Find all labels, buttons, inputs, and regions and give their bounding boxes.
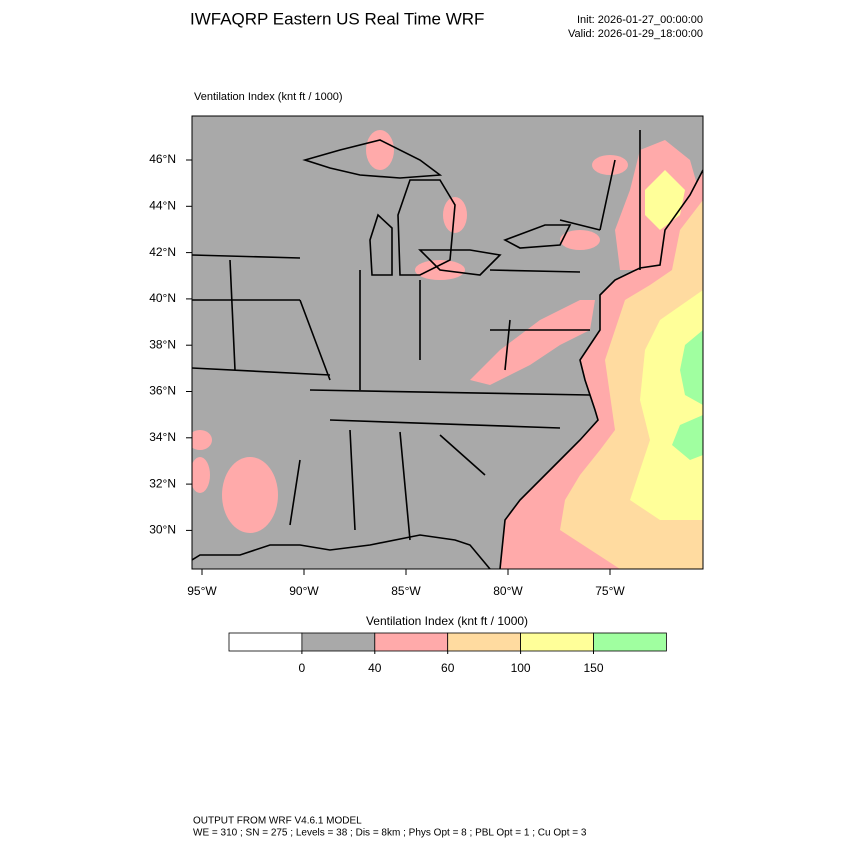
lon-label: 80°W xyxy=(493,584,523,598)
lat-label: 36°N xyxy=(149,384,176,398)
lat-label: 38°N xyxy=(149,337,176,351)
borders xyxy=(192,130,703,569)
lat-label: 46°N xyxy=(149,152,176,166)
colorbar-label: 40 xyxy=(368,661,382,675)
colorbar-label: 0 xyxy=(299,661,306,675)
lat-label: 40°N xyxy=(149,291,176,305)
lon-label: 75°W xyxy=(595,584,625,598)
color-box xyxy=(520,632,594,652)
color-box xyxy=(301,632,376,652)
colorbar-title: Ventilation Index (knt ft / 1000) xyxy=(366,614,528,628)
map xyxy=(192,116,703,569)
lon-label: 90°W xyxy=(289,584,319,598)
init-time: Init: 2026-01-27_00:00:00 xyxy=(577,14,703,26)
lon-label: 85°W xyxy=(391,584,421,598)
map-frame xyxy=(191,115,704,570)
colorbar-label: 150 xyxy=(583,661,603,675)
color-box xyxy=(447,632,522,652)
lat-label: 42°N xyxy=(149,245,176,259)
lon-label: 95°W xyxy=(187,584,217,598)
title: IWFAQRP Eastern US Real Time WRF xyxy=(190,9,484,28)
lat-label: 44°N xyxy=(149,198,176,212)
colorbar-label: 100 xyxy=(511,661,531,675)
map-label: Ventilation Index (knt ft / 1000) xyxy=(194,91,343,103)
lat-label: 30°N xyxy=(149,523,176,537)
lat-label: 32°N xyxy=(149,476,176,490)
lat-label: 34°N xyxy=(149,430,176,444)
footer-line: OUTPUT FROM WRF V4.6.1 MODEL xyxy=(193,816,362,827)
ocean-green xyxy=(672,330,703,460)
color-box xyxy=(593,632,667,652)
colorbar-label: 60 xyxy=(441,661,455,675)
valid-time: Valid: 2026-01-29_18:00:00 xyxy=(568,28,703,40)
color-box xyxy=(374,632,449,652)
footer-line: WE = 310 ; SN = 275 ; Levels = 38 ; Dis … xyxy=(193,828,587,839)
color-box xyxy=(228,632,303,652)
